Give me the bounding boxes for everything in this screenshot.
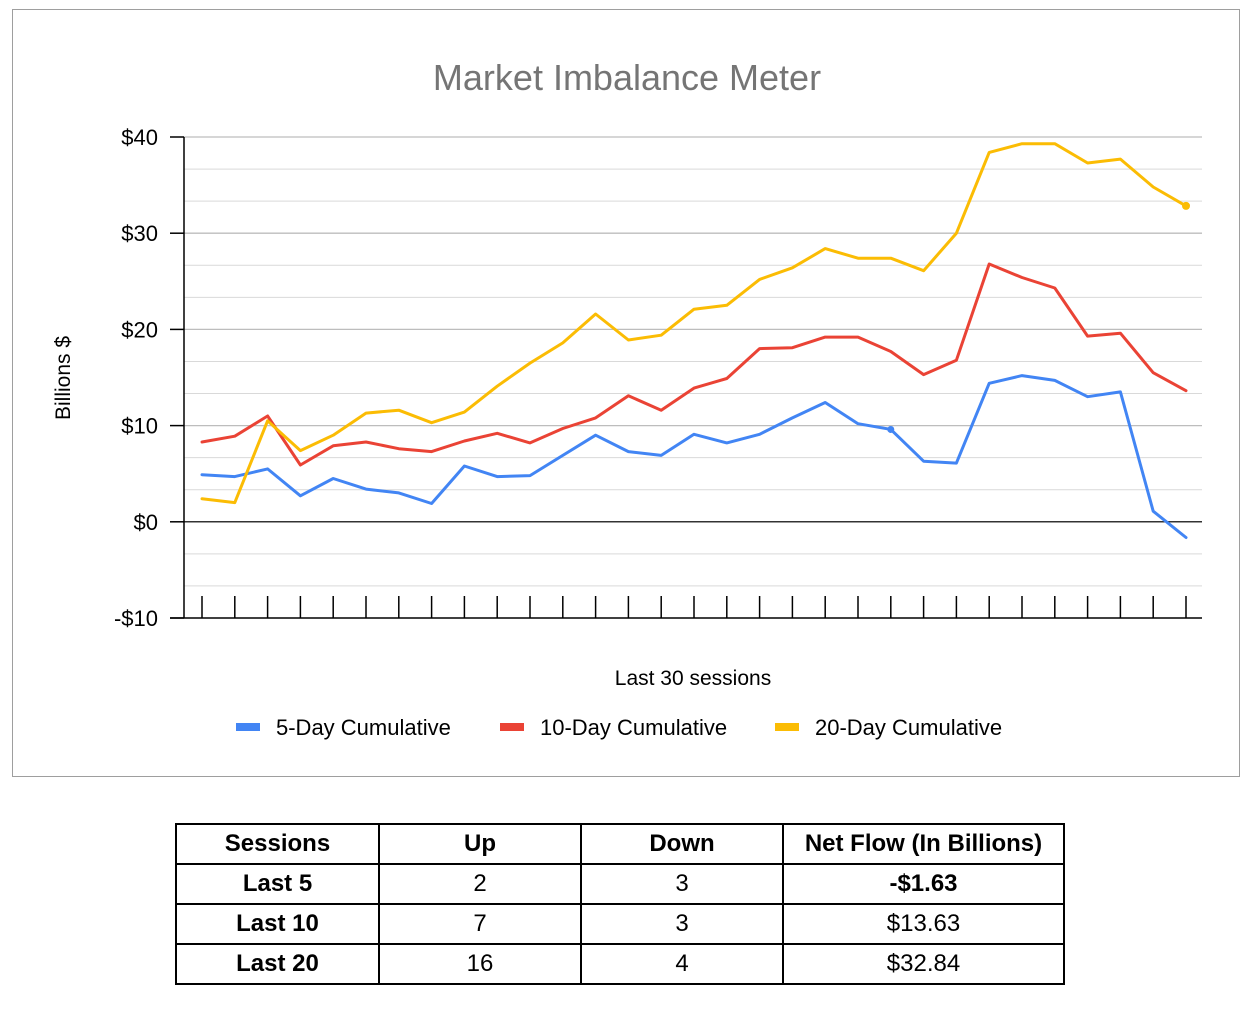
summary-table: Sessions Up Down Net Flow (In Billions) … [175, 823, 1065, 985]
header-up: Up [378, 823, 582, 865]
y-tick-label: $20 [121, 317, 158, 342]
legend-swatch [775, 723, 799, 731]
header-sessions: Sessions [175, 823, 380, 865]
row-net-flow: -$1.63 [782, 863, 1065, 905]
row-down: 3 [580, 863, 784, 905]
y-tick-label: $30 [121, 221, 158, 246]
series-line-10-day-cumulative [200, 262, 1188, 467]
header-net-flow: Net Flow (In Billions) [782, 823, 1065, 865]
row-sessions: Last 10 [175, 903, 380, 945]
table-header-row: Sessions Up Down Net Flow (In Billions) [175, 823, 1065, 865]
legend-swatch [500, 723, 524, 731]
row-up: 2 [378, 863, 582, 905]
row-net-flow: $13.63 [782, 903, 1065, 945]
header-down: Down [580, 823, 784, 865]
legend: 5-Day Cumulative 10-Day Cumulative 20-Day … [236, 715, 1002, 740]
legend-swatch [236, 723, 260, 731]
chart-title: Market Imbalance Meter [433, 57, 821, 98]
row-up: 7 [378, 903, 582, 945]
row-down: 4 [580, 943, 784, 985]
legend-label: 5-Day Cumulative [276, 715, 451, 740]
y-axis-label: Billions $ [52, 336, 75, 420]
table-row: Last 5 2 3 -$1.63 [175, 863, 1065, 905]
gridlines [184, 136, 1202, 587]
series-point-marker [887, 425, 895, 433]
y-tick-label: $40 [121, 125, 158, 150]
series-line-5-day-cumulative [200, 374, 1188, 539]
table-row: Last 20 16 4 $32.84 [175, 943, 1065, 985]
row-sessions: Last 5 [175, 863, 380, 905]
y-tick-label: $10 [121, 414, 158, 439]
series-lines [200, 142, 1190, 539]
y-tick-label: $0 [134, 510, 158, 535]
series-line-20-day-cumulative [200, 142, 1188, 505]
legend-label: 10-Day Cumulative [540, 715, 727, 740]
legend-label: 20-Day Cumulative [815, 715, 1002, 740]
y-tick-label: -$10 [114, 606, 158, 631]
table-row: Last 10 7 3 $13.63 [175, 903, 1065, 945]
axes: -$10 $0 $10 $20 $30 $40 [114, 125, 1202, 631]
line-chart: Market Imbalance Meter -$10 $0 $10 $20 $30 $4… [52, 57, 1202, 740]
row-up: 16 [378, 943, 582, 985]
row-sessions: Last 20 [175, 943, 380, 985]
x-axis-label: Last 30 sessions [615, 667, 771, 690]
row-net-flow: $32.84 [782, 943, 1065, 985]
series-end-point [1182, 201, 1190, 210]
row-down: 3 [580, 903, 784, 945]
